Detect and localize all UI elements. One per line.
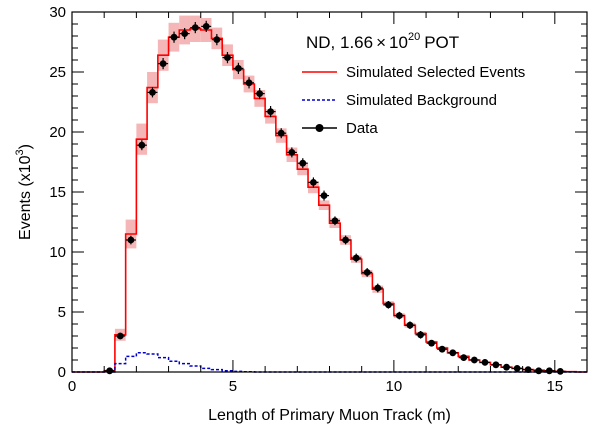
data-point [524, 366, 532, 373]
data-point [299, 159, 307, 167]
data-point [224, 54, 231, 61]
data-point [428, 339, 435, 347]
data-point [374, 284, 382, 292]
data-point [256, 90, 264, 97]
data-point [267, 108, 274, 115]
y-tick-label: 30 [49, 4, 66, 21]
data-point [363, 269, 371, 276]
data-point [417, 331, 424, 339]
data-point [191, 24, 199, 31]
legend-label-simulated: Simulated Selected Events [346, 64, 525, 81]
data-point [138, 141, 146, 149]
data-point [202, 23, 210, 30]
data-point [352, 254, 360, 262]
legend-label-background: Simulated Background [346, 92, 497, 109]
data-point [535, 367, 543, 375]
data-points-layer [104, 20, 566, 375]
data-point [320, 192, 328, 200]
data-point [331, 217, 339, 225]
data-point [492, 361, 500, 369]
header-prefix: ND, 1.66 [306, 33, 373, 52]
x-tick-label: 10 [386, 378, 403, 395]
legend-swatch-data-marker [315, 124, 324, 132]
legend: Simulated Selected Events Simulated Back… [302, 64, 525, 137]
y-axis-title: Events (x103) [14, 144, 34, 240]
data-point [438, 345, 446, 353]
data-point [310, 179, 317, 186]
data-point [503, 363, 510, 371]
data-point [545, 367, 553, 375]
y-tick-label: 5 [58, 304, 66, 321]
data-point [213, 36, 221, 43]
data-point [406, 321, 414, 329]
data-point [395, 312, 403, 319]
x-axis-title: Length of Primary Muon Track (m) [208, 407, 451, 424]
data-point [470, 356, 478, 364]
chart-header: ND, 1.66 × 1020 POT [306, 31, 459, 52]
y-axis-title-prefix: Events (x10 [17, 155, 34, 240]
data-point [127, 236, 135, 244]
data-point [116, 332, 124, 340]
y-axis-title-suffix: ) [17, 144, 34, 149]
data-point [170, 33, 178, 41]
data-point [288, 149, 296, 156]
data-point [159, 60, 167, 67]
header-base: 10 [389, 33, 408, 52]
y-axis-title-exponent: 3 [14, 149, 26, 155]
x-tick-label: 0 [68, 378, 76, 395]
header-suffix: POT [424, 33, 459, 52]
y-tick-label: 0 [58, 364, 66, 381]
data-point [235, 65, 242, 72]
data-point [342, 236, 349, 244]
y-tick-label: 15 [49, 184, 66, 201]
data-point [245, 79, 253, 87]
data-point [481, 359, 489, 366]
x-tick-label: 5 [229, 378, 237, 395]
y-tick-label: 20 [49, 124, 66, 141]
data-point [106, 367, 114, 375]
y-tick-label: 25 [49, 64, 66, 81]
data-point [149, 89, 156, 96]
legend-label-data: Data [346, 120, 378, 137]
data-point [277, 129, 285, 137]
data-point [460, 354, 468, 361]
axis-tick-labels: 0 5 10 15 0 5 10 15 20 25 30 [49, 4, 563, 395]
header-times: × [376, 33, 386, 52]
data-point [385, 301, 392, 309]
data-point [449, 349, 457, 357]
y-tick-label: 10 [49, 244, 66, 261]
data-point [513, 365, 521, 372]
axis-ticks [71, 11, 588, 373]
x-tick-label: 15 [546, 378, 563, 395]
data-point [181, 30, 189, 37]
header-exponent: 20 [408, 31, 420, 43]
